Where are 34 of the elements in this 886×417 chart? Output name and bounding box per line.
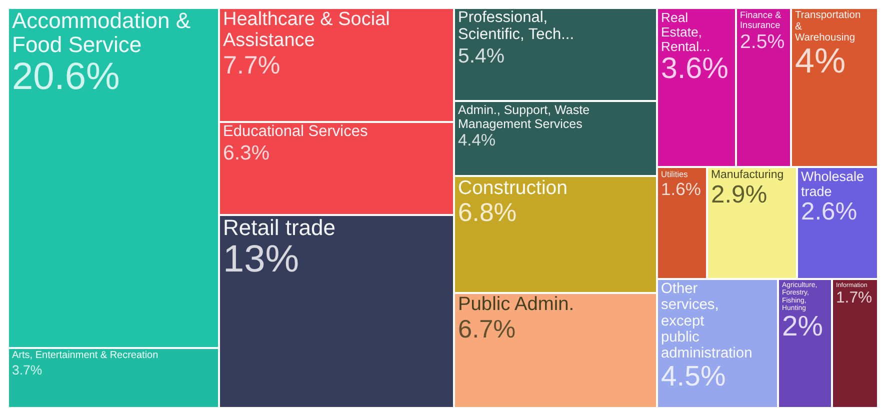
category-label: Wholesale trade <box>801 168 864 198</box>
data-label: 2.5% <box>740 30 785 53</box>
category-label: Arts, Entertainment & Recreation <box>12 350 158 362</box>
category-label: Other services, except public administration <box>661 280 752 362</box>
category-label: Construction <box>458 176 568 199</box>
data-label: 4% <box>795 42 846 81</box>
category-label: Accommodation & Food Service <box>12 8 191 58</box>
data-label: 2% <box>782 310 824 343</box>
category-label: Manufacturing <box>711 169 784 182</box>
category-label: Real Estate, Rental... <box>661 10 710 54</box>
data-label: 2.6% <box>801 198 858 226</box>
data-label: 6.3% <box>223 141 270 164</box>
category-label: Finance & Insurance <box>740 10 782 30</box>
data-label: 7.7% <box>223 51 280 80</box>
data-label: 1.7% <box>836 289 872 306</box>
data-label: 1.6% <box>661 178 701 199</box>
category-label: Public Admin. <box>458 294 574 315</box>
data-label: 3.6% <box>661 52 728 86</box>
category-label: Transportation & Warehousing <box>795 10 862 44</box>
data-label: 6.8% <box>458 199 517 228</box>
data-label: 4.4% <box>458 132 496 150</box>
data-label: 20.6% <box>12 56 120 98</box>
category-label: Healthcare & Social Assistance <box>223 8 390 51</box>
category-label: Admin., Support, Waste Management Services <box>458 102 590 131</box>
category-label: Educational Services <box>223 123 368 140</box>
data-label: 4.5% <box>661 360 726 393</box>
data-label: 13% <box>223 238 300 281</box>
data-label: 3.7% <box>12 362 42 378</box>
category-label: Utilities <box>661 169 688 180</box>
data-label: 5.4% <box>458 44 505 68</box>
category-label: Retail trade <box>223 215 336 240</box>
data-label: 6.7% <box>458 316 516 344</box>
category-label: Professional, Scientific, Tech... <box>458 9 574 44</box>
data-label: 2.9% <box>711 181 768 208</box>
